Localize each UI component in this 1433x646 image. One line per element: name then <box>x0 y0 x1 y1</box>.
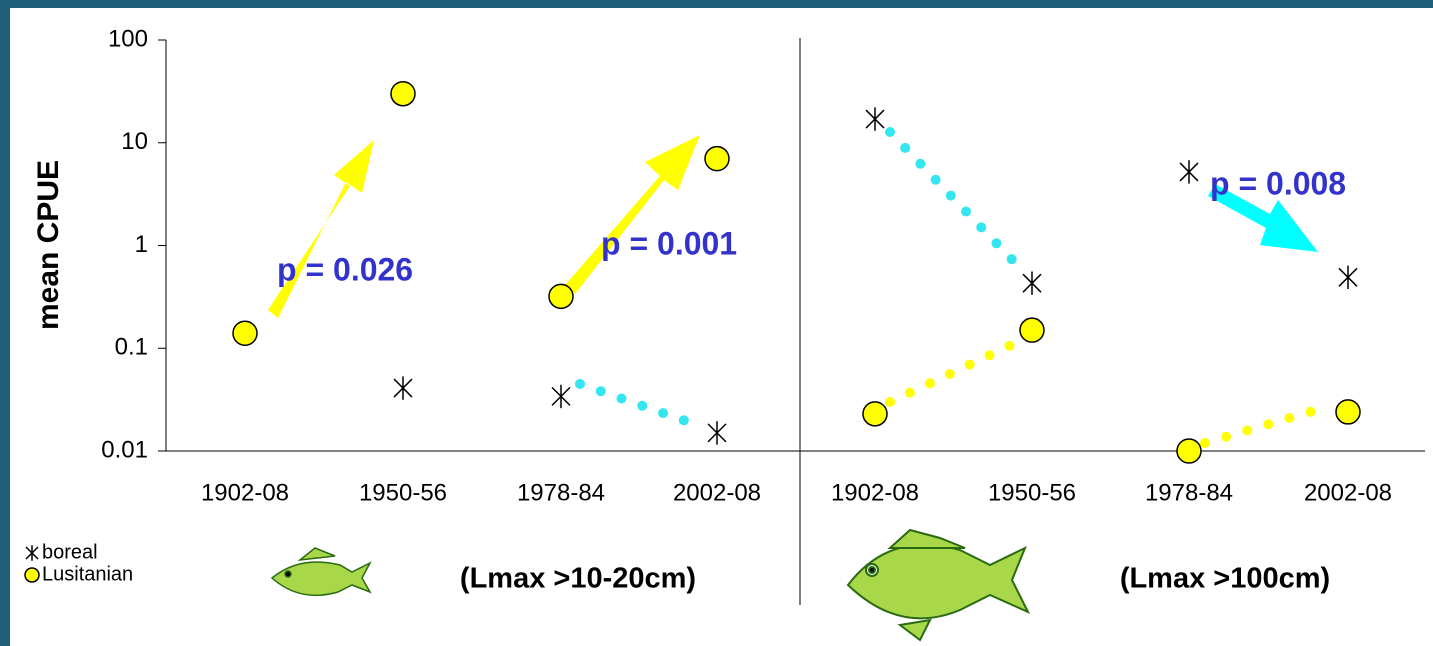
arrow <box>268 140 374 318</box>
point <box>862 401 888 427</box>
point <box>707 421 727 445</box>
x-tick-label: 1902-08 <box>201 479 289 506</box>
x-tick-label: 1902-08 <box>831 479 919 506</box>
arrows <box>268 135 1318 318</box>
point <box>390 80 416 107</box>
y-tick-label: 1 <box>135 231 148 258</box>
fish-icon-large <box>846 528 1031 642</box>
point <box>393 376 413 400</box>
trend-line <box>1200 401 1335 448</box>
arrow <box>1208 184 1318 252</box>
x-tick-label: 2002-08 <box>673 479 761 506</box>
point <box>865 107 885 131</box>
legend-marker <box>25 545 39 561</box>
x-tick-label: 1978-84 <box>1145 479 1233 506</box>
group-label: (Lmax >10-20cm) <box>460 563 696 595</box>
legend-label: Lusitanian <box>42 563 133 585</box>
x-tick-label: 1950-56 <box>988 479 1076 506</box>
trend-line <box>575 379 705 431</box>
legend-label: boreal <box>42 541 98 563</box>
y-tick-label: 0.1 <box>115 334 148 361</box>
point <box>1335 399 1361 425</box>
fish-icon-small <box>270 547 372 597</box>
point <box>1176 438 1202 464</box>
legend-marker <box>24 567 40 583</box>
point <box>704 145 730 172</box>
annotation: p = 0.026 <box>277 251 413 287</box>
point <box>548 283 574 310</box>
x-tick-label: 2002-08 <box>1304 479 1392 506</box>
trend-line <box>885 335 1027 407</box>
point <box>551 384 571 409</box>
trend-lines <box>575 127 1335 448</box>
y-tick-label: 0.01 <box>101 436 148 463</box>
group-label: (Lmax >100cm) <box>1120 563 1330 595</box>
plot-background <box>10 8 1433 646</box>
point <box>1179 160 1199 184</box>
point <box>1022 271 1042 295</box>
x-tick-label: 1978-84 <box>517 479 605 506</box>
point <box>1019 317 1045 343</box>
annotation: p = 0.001 <box>601 225 737 261</box>
y-axis-label: mean CPUE <box>32 160 65 330</box>
y-tick-label: 100 <box>108 25 148 52</box>
arrow <box>565 135 700 294</box>
point <box>232 320 258 346</box>
point <box>1338 265 1358 290</box>
x-tick-label: 1950-56 <box>359 479 447 506</box>
annotation: p = 0.008 <box>1210 165 1346 201</box>
y-tick-label: 10 <box>121 128 148 155</box>
